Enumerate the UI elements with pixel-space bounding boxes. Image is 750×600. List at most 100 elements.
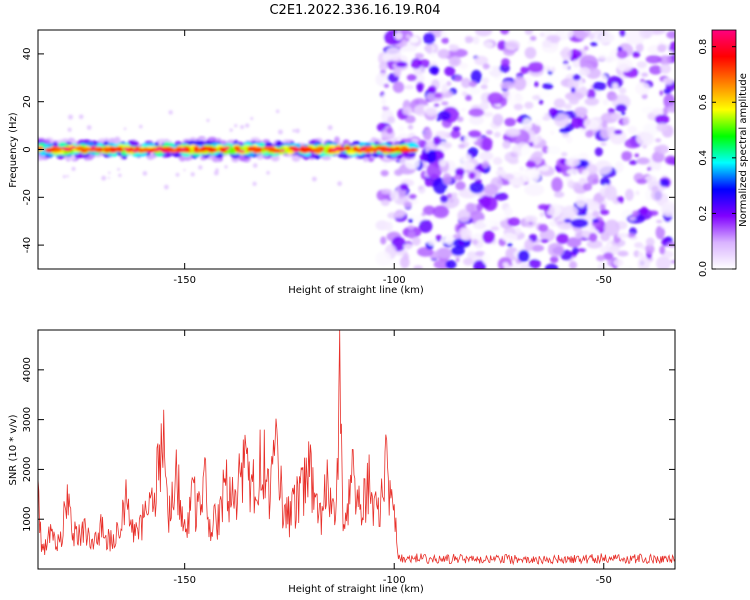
noise-cell: [597, 262, 608, 269]
noise-cell: [434, 92, 443, 99]
noise-cell: [615, 104, 627, 112]
noise-cell: [665, 50, 674, 56]
noise-cell: [414, 100, 420, 104]
noise-cell: [656, 256, 671, 269]
signal-peak: [180, 147, 186, 151]
noise-cell: [629, 160, 638, 166]
noise-cell: [457, 209, 471, 223]
signal-peak: [359, 147, 366, 151]
noise-cell: [440, 30, 448, 38]
signal-band: [38, 136, 420, 163]
noise-cell: [440, 195, 449, 203]
noise-cell: [538, 223, 549, 232]
noise-cell: [441, 83, 448, 94]
noise-cell: [549, 256, 559, 264]
signal-peak: [280, 149, 285, 152]
signal-peak: [131, 149, 139, 153]
noise-cell: [601, 120, 608, 128]
noise-cell: [456, 116, 464, 123]
noise-cell: [600, 142, 607, 146]
noise-cell: [410, 58, 422, 69]
signal-cell: [61, 138, 69, 143]
noise-cell: [572, 74, 581, 81]
snr-y-tick-label: 3000: [22, 407, 33, 432]
colorbar-tick-label: 0.6: [698, 94, 709, 110]
noise-cell: [659, 90, 663, 96]
signal-cell: [347, 150, 356, 155]
noise-cell: [460, 161, 475, 171]
noise-cell: [385, 47, 402, 61]
noise-cell: [444, 66, 456, 77]
noise-cell: [435, 247, 454, 259]
noise-cell: [662, 250, 674, 259]
noise-cell: [452, 174, 463, 181]
noise-cell: [655, 219, 663, 224]
noise-cell: [275, 109, 280, 114]
noise-cell: [527, 39, 533, 45]
signal-cell: [184, 156, 191, 161]
noise-cell: [452, 126, 461, 132]
noise-cell: [482, 111, 494, 117]
noise-cell: [479, 101, 490, 111]
noise-cell: [662, 77, 674, 85]
noise-cell: [139, 124, 143, 129]
noise-cell: [592, 81, 607, 91]
noise-cell: [482, 63, 490, 70]
heatmap-y-tick-label: -20: [22, 189, 33, 205]
noise-cell: [250, 117, 254, 121]
heatmap-x-tick-label: -50: [596, 275, 612, 286]
signal-cell: [410, 137, 420, 143]
snr-x-tick-label: -100: [383, 575, 406, 586]
noise-cell: [446, 189, 451, 194]
snr-x-tick-label: -50: [596, 575, 612, 586]
noise-cell: [645, 55, 662, 64]
colorbar-tick-label: 0.0: [698, 261, 709, 277]
noise-cell: [427, 238, 437, 246]
noise-cell: [457, 239, 465, 246]
noise-cell: [549, 203, 562, 218]
noise-cell: [473, 260, 487, 269]
noise-cell: [473, 222, 487, 230]
noise-cell: [613, 129, 623, 135]
noise-cell: [86, 125, 92, 130]
noise-cell: [444, 142, 452, 149]
noise-cell: [574, 230, 584, 239]
heatmap-cells: [38, 30, 675, 269]
noise-cell: [142, 171, 148, 176]
noise-cell: [562, 60, 569, 65]
noise-cell: [504, 39, 521, 51]
noise-cell: [448, 198, 455, 203]
noise-cell: [468, 108, 485, 117]
noise-cell: [408, 193, 417, 200]
signal-cell: [366, 146, 376, 152]
noise-cell: [584, 263, 597, 269]
noise-cell: [597, 53, 607, 61]
noise-cell: [441, 101, 449, 106]
noise-cell: [245, 123, 250, 128]
noise-cell: [655, 138, 662, 143]
noise-cell: [448, 56, 462, 67]
noise-cell: [578, 248, 587, 253]
signal-peak: [238, 149, 246, 153]
noise-cell: [327, 125, 333, 131]
noise-cell: [168, 110, 173, 115]
snr-y-tick-label: 1000: [22, 506, 33, 531]
colorbar-tick-label: 0.2: [698, 205, 709, 221]
noise-cell: [539, 32, 545, 37]
signal-cell: [352, 141, 361, 146]
signal-cell: [247, 146, 257, 151]
noise-cell: [480, 84, 488, 90]
noise-cell: [602, 99, 609, 106]
noise-cell: [602, 252, 614, 261]
noise-cell: [66, 175, 69, 178]
noise-cell: [524, 30, 534, 35]
signal-cell: [83, 147, 90, 152]
noise-cell: [400, 51, 416, 63]
signal-cell: [400, 146, 409, 151]
noise-cell: [123, 127, 127, 131]
noise-cell: [566, 135, 573, 144]
noise-cell: [404, 156, 420, 170]
noise-cell: [67, 127, 72, 132]
noise-cell: [570, 218, 589, 228]
noise-cell: [455, 257, 460, 263]
